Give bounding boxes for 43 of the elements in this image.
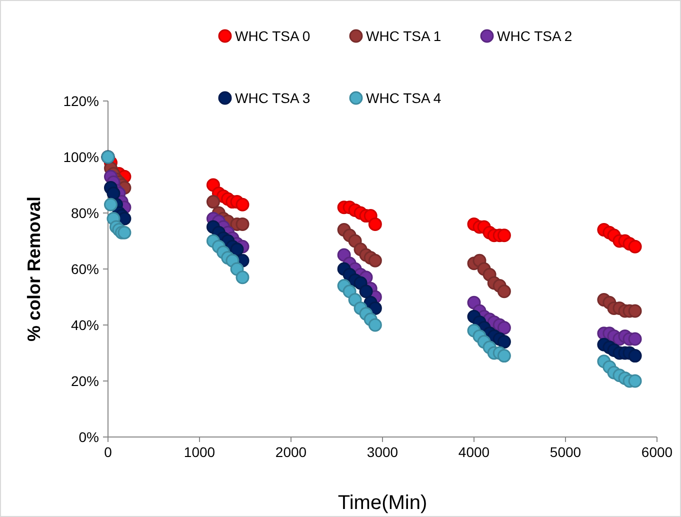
y-axis-title: % color Removal	[24, 196, 44, 342]
y-tick-label: 100%	[63, 148, 99, 165]
legend-label: WHC TSA 3	[235, 90, 310, 106]
point	[104, 198, 118, 212]
legend-label: WHC TSA 1	[366, 28, 442, 44]
point	[359, 284, 373, 298]
point	[206, 195, 220, 209]
point	[230, 242, 244, 256]
point	[497, 349, 511, 363]
point	[628, 349, 642, 363]
legend-label: WHC TSA 2	[497, 28, 572, 44]
y-tick-label: 120%	[63, 92, 99, 109]
point	[497, 228, 511, 242]
point	[497, 335, 511, 349]
y-tick-label: 80%	[70, 204, 99, 221]
point	[497, 284, 511, 298]
legend-label: WHC TSA 4	[366, 90, 442, 106]
point	[368, 217, 382, 231]
y-tick-label: 40%	[70, 316, 99, 333]
point	[236, 198, 250, 212]
x-tick-label: 1000	[184, 444, 216, 460]
x-tick-label: 2000	[275, 444, 307, 460]
point	[236, 270, 250, 284]
point	[628, 332, 642, 346]
point	[118, 226, 132, 240]
point	[368, 254, 382, 268]
point	[628, 304, 642, 318]
x-tick-label: 3000	[366, 444, 398, 460]
point	[368, 318, 382, 332]
y-tick-label: 60%	[70, 260, 99, 277]
legend-label: WHC TSA 0	[235, 28, 310, 44]
point	[236, 217, 250, 231]
x-tick-label: 0	[104, 444, 112, 460]
y-tick-label: 0%	[78, 428, 99, 445]
point	[628, 240, 642, 254]
x-tick-label: 6000	[641, 444, 673, 460]
x-axis-title: Time(Min)	[338, 492, 428, 514]
point	[628, 374, 642, 388]
point	[497, 321, 511, 335]
x-tick-label: 5000	[550, 444, 582, 460]
x-tick-label: 4000	[458, 444, 490, 460]
y-tick-label: 20%	[70, 372, 99, 389]
point	[106, 186, 120, 200]
